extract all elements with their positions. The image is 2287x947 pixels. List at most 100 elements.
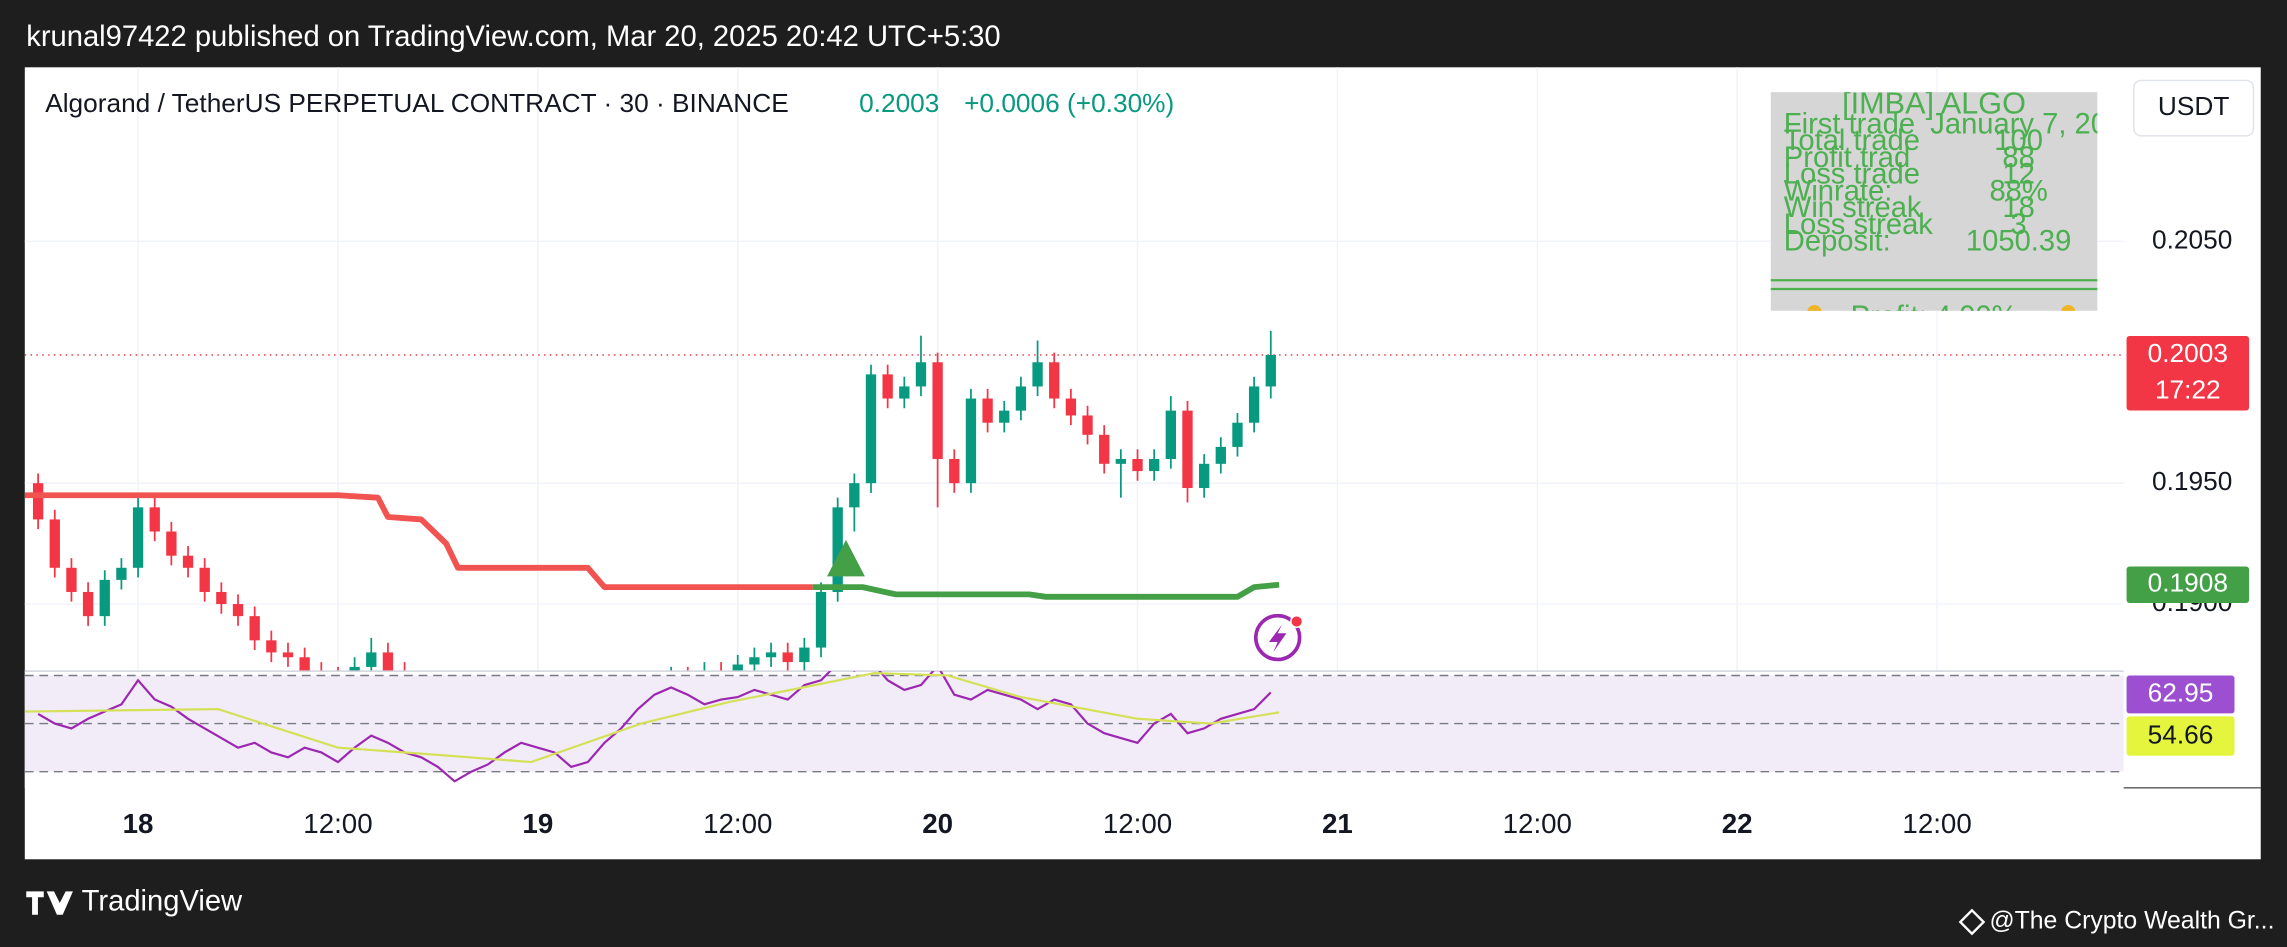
candle-body [249,616,260,641]
y-tick-label: 0.1950 [2152,466,2232,496]
candle-body [49,519,60,568]
stats-label: Win streak [1784,192,1922,224]
candle-body [299,657,310,672]
candle-body [282,652,294,658]
publish-header: krunal97422 published on TradingView.com… [26,21,1000,53]
candle-body [1149,458,1160,472]
candle-body [765,652,777,658]
stats-footer: Profit: 4.00% [1851,301,2018,333]
candle-body [749,657,760,665]
candle-body [865,374,877,484]
candle-body [1099,434,1110,464]
candle-body [349,666,360,672]
stats-value: January 7, 20 [1930,108,2107,140]
candle-body [32,483,44,520]
candle-body [1065,398,1077,416]
candle-body [1182,410,1193,489]
candle-body [999,410,1010,423]
stats-label: Total trade [1784,125,1920,157]
candle-body [782,652,793,663]
candle-body [965,398,977,484]
candle-body [116,567,127,580]
stats-table-bg [1770,92,2098,311]
stats-icon [2061,305,2076,311]
candle-body [1232,422,1243,447]
rsi-value-label: 62.95 [2148,677,2214,707]
symbol-title: Algorand / TetherUS PERPETUAL CONTRACT ·… [45,88,789,118]
rsi-value-box [2126,675,2235,714]
stats-icon [1807,305,1822,311]
last-price-label: 0.2003 [2148,338,2228,368]
candle-body [149,507,160,532]
supertrend-label: 0.1908 [2148,568,2228,598]
stats-label: Loss streak [1784,209,1934,241]
candle-body [66,567,77,592]
candle-body [1049,362,1060,399]
credit-icon [1958,908,1986,936]
candle-body [132,507,144,568]
last-price-box [2126,336,2250,411]
candle-body [1215,446,1226,464]
stats-value: 88% [1989,175,2047,207]
candle-body [382,652,394,672]
alert-dot [1290,614,1304,629]
candle-body [266,640,277,653]
stats-label: Deposit: [1784,226,1891,258]
candle-body [915,362,927,387]
candle-body [1082,415,1093,435]
candle-body [932,362,943,459]
candle-body [366,652,377,667]
rsi-band [24,675,2124,772]
brand-name: TradingView [82,886,243,918]
legend-change: +0.0006 (+0.30%) [964,88,1174,118]
candle-body [899,386,910,399]
x-tick-label: 12:00 [1902,808,1971,839]
x-tick-label: 19 [522,808,553,839]
candle-body [849,483,860,508]
candle-body [166,531,177,556]
candle-body [182,555,194,568]
x-tick-label: 21 [1322,808,1353,839]
rsi-line [37,671,1272,783]
candle-body [1115,458,1127,464]
stats-value: 12 [2002,159,2034,191]
legend-last-price: 0.2003 [859,88,939,118]
x-tick-label: 12:00 [703,808,772,839]
stats-title: [IMBA] ALGO [1842,86,2026,120]
candle-body [199,567,210,592]
candle-body [815,591,827,648]
credit: @The Crypto Wealth Gr... [1989,908,2274,935]
y-tick-label: 0.2050 [2152,224,2232,254]
candle-body [99,579,110,617]
candle-body [982,398,993,423]
x-tick-label: 12:00 [1503,808,1572,839]
x-tick-label: 22 [1722,808,1753,839]
candle-body [82,591,94,617]
currency-label[interactable]: USDT [2158,91,2229,121]
candle-body [732,664,743,672]
rsi-ma-label: 54.66 [2148,720,2214,750]
stats-label: Loss trade [1784,159,1920,191]
x-tick-label: 12:00 [1103,808,1172,839]
stats-value: 1050.39 [1966,226,2071,258]
candle-body [232,604,244,617]
candle-body [799,647,810,663]
candle-body [949,458,960,484]
candle-body [1248,386,1260,423]
currency-button[interactable] [2133,79,2255,137]
stats-label: Winrate: [1784,175,1893,207]
candle-body [1165,410,1176,459]
rsi-ma-line [24,671,1280,764]
candle-body [882,374,893,399]
rsi-ma-box [2126,716,2235,756]
supertrend-line [812,581,1280,600]
candle-body [1132,458,1143,472]
supertrend-line [24,492,813,591]
candle-body [1198,463,1210,489]
buy-signal [826,539,865,577]
supertrend-box [2126,566,2250,603]
x-tick-label: 18 [123,808,154,839]
stats-value: 18 [2002,192,2034,224]
candle-body [1015,386,1027,411]
